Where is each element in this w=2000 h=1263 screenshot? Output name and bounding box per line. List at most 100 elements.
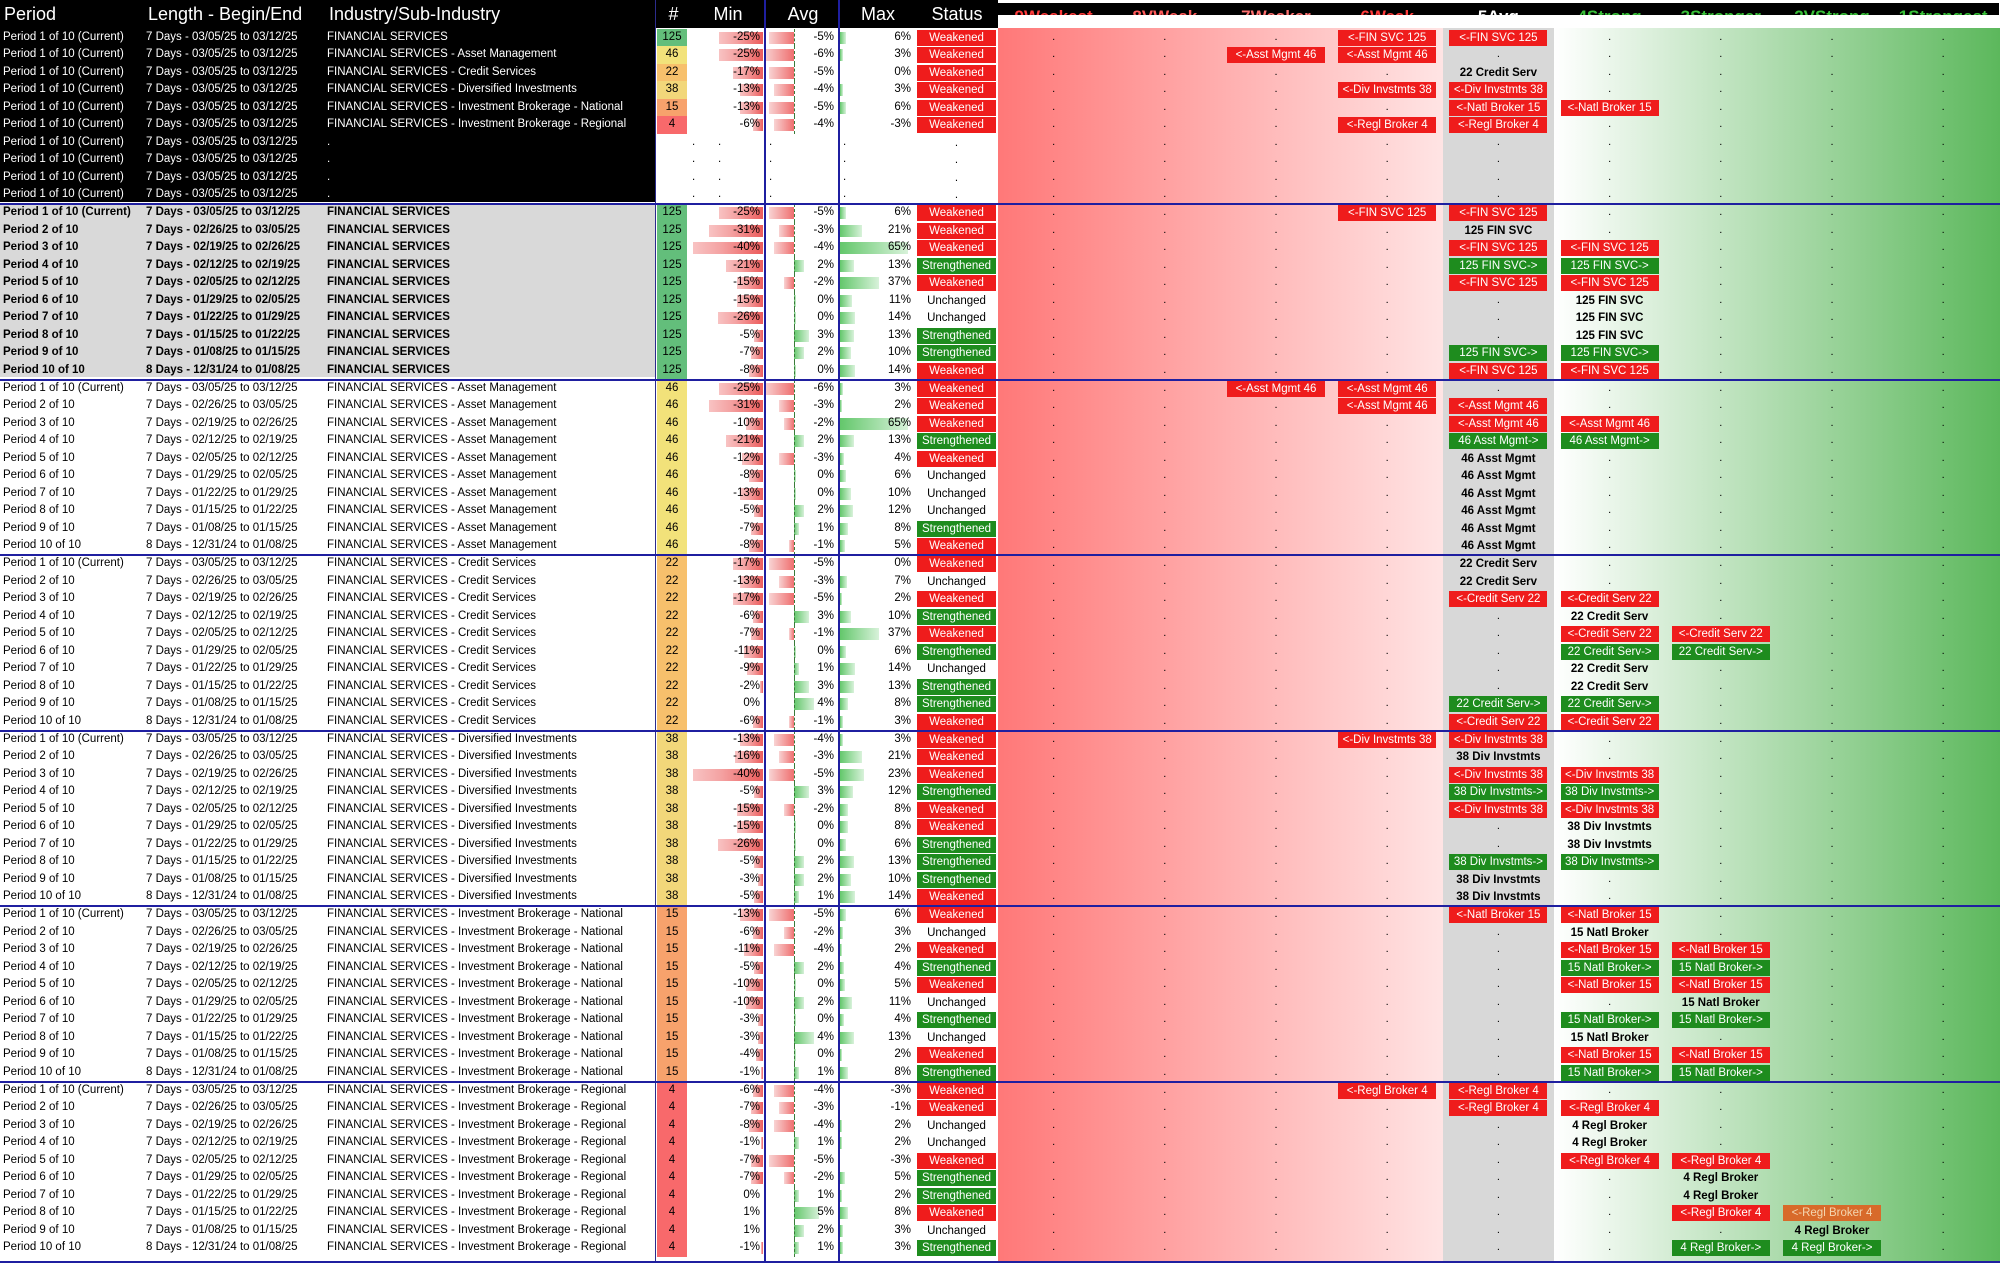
status-badge[interactable]: Unchanged (927, 487, 986, 500)
industry-cell[interactable]: . (327, 135, 331, 148)
bucket-tag[interactable]: 38 Div Invstmts (1456, 873, 1541, 886)
count-cell[interactable]: 15 (657, 98, 687, 117)
count-cell[interactable]: 15 (657, 993, 687, 1012)
table-row[interactable]: Period 3 of 10 7 Days - 02/19/25 to 02/26… (0, 414, 2000, 433)
min-cell[interactable]: -17% (690, 555, 763, 573)
status-badge[interactable]: Weakened (917, 29, 996, 46)
max-cell[interactable]: 13% (840, 677, 914, 696)
length-cell[interactable]: 7 Days - 02/05/25 to 02/12/25 (146, 276, 301, 289)
length-cell[interactable]: 7 Days - 03/05/25 to 03/12/25 (146, 188, 298, 201)
period-cell[interactable]: Period 3 of 10 (3, 943, 75, 956)
period-cell[interactable]: Period 6 of 10 (3, 644, 75, 657)
min-cell[interactable]: -21% (690, 432, 763, 450)
period-cell[interactable]: Period 2 of 10 (3, 399, 75, 412)
max-cell[interactable]: 6% (840, 28, 914, 46)
max-cell[interactable]: 8% (840, 800, 914, 819)
count-cell[interactable]: 15 (657, 1063, 687, 1082)
industry-cell[interactable]: FINANCIAL SERVICES - Asset Management (327, 539, 557, 552)
status-cell[interactable] (916, 502, 996, 520)
avg-cell[interactable]: 3% (766, 783, 837, 801)
industry-cell[interactable]: FINANCIAL SERVICES - Investment Brokerag… (327, 1153, 627, 1166)
period-cell[interactable]: Period 2 of 10 (3, 574, 75, 587)
max-cell[interactable]: 10% (840, 484, 914, 503)
bucket-tag[interactable]: <-Div Invstmts 38 (1560, 801, 1659, 818)
count-cell[interactable]: 4 (657, 1116, 687, 1135)
count-cell[interactable]: 125 (657, 344, 687, 362)
period-cell[interactable]: Period 2 of 10 (3, 1101, 75, 1114)
status-badge[interactable]: Weakened (917, 117, 996, 134)
bucket-tag[interactable]: <-Div Invstmts 38 (1449, 801, 1548, 818)
avg-cell[interactable]: 3% (766, 607, 837, 626)
industry-cell[interactable]: FINANCIAL SERVICES - Investment Brokerag… (327, 995, 623, 1008)
status-cell[interactable] (916, 151, 996, 169)
table-row[interactable]: Period 6 of 10 7 Days - 01/29/25 to 02/05… (0, 818, 2000, 836)
min-cell[interactable]: -8% (690, 537, 763, 555)
industry-cell[interactable]: FINANCIAL SERVICES (327, 30, 448, 43)
industry-cell[interactable]: FINANCIAL SERVICES (327, 223, 450, 236)
status-badge[interactable]: Strengthened (917, 1187, 996, 1204)
bucket-tag[interactable]: <-FIN SVC 125 (1449, 240, 1548, 257)
min-cell[interactable]: -3% (690, 870, 763, 889)
max-cell[interactable]: 5% (840, 537, 914, 555)
bucket-tag[interactable]: 15 Natl Broker-> (1560, 1064, 1659, 1081)
status-badge[interactable]: Unchanged (927, 663, 986, 676)
table-row[interactable]: Period 5 of 10 7 Days - 02/05/25 to 02/12… (0, 625, 2000, 643)
count-cell[interactable]: 15 (657, 941, 687, 959)
min-cell[interactable]: -13% (690, 98, 763, 117)
min-cell[interactable]: -17% (690, 590, 763, 608)
bucket-tag[interactable]: 125 FIN SVC (1575, 329, 1644, 342)
avg-cell[interactable]: 0% (766, 1011, 837, 1029)
bucket-tag[interactable]: 4 Regl Broker (1572, 1137, 1647, 1150)
length-cell[interactable]: 7 Days - 01/08/25 to 01/15/25 (146, 1223, 298, 1236)
industry-cell[interactable]: FINANCIAL SERVICES - Diversified Investm… (327, 855, 577, 868)
length-cell[interactable]: 7 Days - 01/08/25 to 01/15/25 (146, 872, 298, 885)
table-row[interactable]: Period 1 of 10 (Current) 7 Days - 03/05/2… (0, 98, 2000, 117)
table-row[interactable]: Period 5 of 10 7 Days - 02/05/25 to 02/12… (0, 1151, 2000, 1170)
bucket-tag[interactable]: <-Regl Broker 4 (1449, 1100, 1548, 1117)
table-row[interactable]: Period 1 of 10 (Current) 7 Days - 03/05/2… (0, 46, 2000, 64)
bucket-tag[interactable]: 46 Asst Mgmt-> (1449, 433, 1548, 450)
bucket-tag[interactable]: 125 FIN SVC (1575, 312, 1644, 325)
max-cell[interactable]: 8% (840, 1063, 914, 1082)
bucket-tag[interactable]: 38 Div Invstmts-> (1560, 854, 1659, 871)
min-cell[interactable]: -4% (690, 1046, 763, 1064)
max-cell[interactable]: 3% (840, 923, 914, 942)
table-row[interactable]: Period 1 of 10 (Current) 7 Days - 03/05/2… (0, 730, 2000, 748)
avg-cell[interactable]: 2% (766, 958, 837, 977)
bucket-tag[interactable]: 38 Div Invstmts-> (1449, 784, 1548, 801)
bucket-tag[interactable]: <-FIN SVC 125 (1338, 205, 1437, 221)
max-cell[interactable]: 12% (840, 502, 914, 520)
max-cell[interactable]: 14% (840, 309, 914, 327)
count-cell[interactable]: 38 (657, 888, 687, 906)
status-cell[interactable] (916, 1116, 996, 1135)
bucket-tag[interactable]: <-Natl Broker 15 (1671, 942, 1770, 959)
length-cell[interactable]: 7 Days - 01/29/25 to 02/05/25 (146, 469, 298, 482)
status-badge[interactable]: Strengthened (917, 871, 996, 888)
table-row[interactable]: Period 5 of 10 7 Days - 02/05/25 to 02/12… (0, 976, 2000, 994)
industry-cell[interactable]: FINANCIAL SERVICES - Diversified Investm… (327, 785, 577, 798)
period-cell[interactable]: Period 2 of 10 (3, 750, 75, 763)
length-cell[interactable]: 7 Days - 02/26/25 to 03/05/25 (146, 925, 298, 938)
bucket-tag[interactable]: <-Regl Broker 4 (1338, 117, 1437, 134)
avg-cell[interactable]: -3% (766, 1099, 837, 1117)
min-cell[interactable]: -7% (690, 519, 763, 538)
bucket-tag[interactable]: 4 Regl Broker-> (1671, 1240, 1770, 1257)
industry-cell[interactable]: FINANCIAL SERVICES - Investment Brokerag… (327, 1048, 623, 1061)
min-cell[interactable]: -26% (690, 309, 763, 327)
table-row[interactable]: Period 5 of 10 7 Days - 02/05/25 to 02/12… (0, 449, 2000, 468)
bucket-tag[interactable]: <-FIN SVC 125 (1449, 362, 1548, 379)
avg-cell[interactable]: 0% (766, 835, 837, 854)
bucket-tag[interactable]: <-Div Invstmts 38 (1338, 731, 1437, 748)
status-badge[interactable]: Unchanged (927, 1119, 986, 1132)
bucket-tag[interactable]: <-Asst Mgmt 46 (1560, 415, 1659, 432)
max-cell[interactable]: 13% (840, 432, 914, 450)
bucket-tag[interactable]: <-Asst Mgmt 46 (1449, 398, 1548, 415)
status-badge[interactable]: Unchanged (927, 996, 986, 1009)
table-row[interactable]: Period 2 of 10 7 Days - 02/26/25 to 03/05… (0, 221, 2000, 240)
avg-cell[interactable]: -2% (766, 1169, 837, 1187)
length-cell[interactable]: 8 Days - 12/31/24 to 01/08/25 (146, 1241, 298, 1254)
length-cell[interactable]: 7 Days - 03/05/25 to 03/12/25 (146, 732, 298, 745)
min-cell[interactable]: -1% (690, 1134, 763, 1152)
bucket-tag[interactable]: <-Regl Broker 4 (1338, 1082, 1437, 1099)
status-badge[interactable]: Weakened (917, 977, 996, 994)
